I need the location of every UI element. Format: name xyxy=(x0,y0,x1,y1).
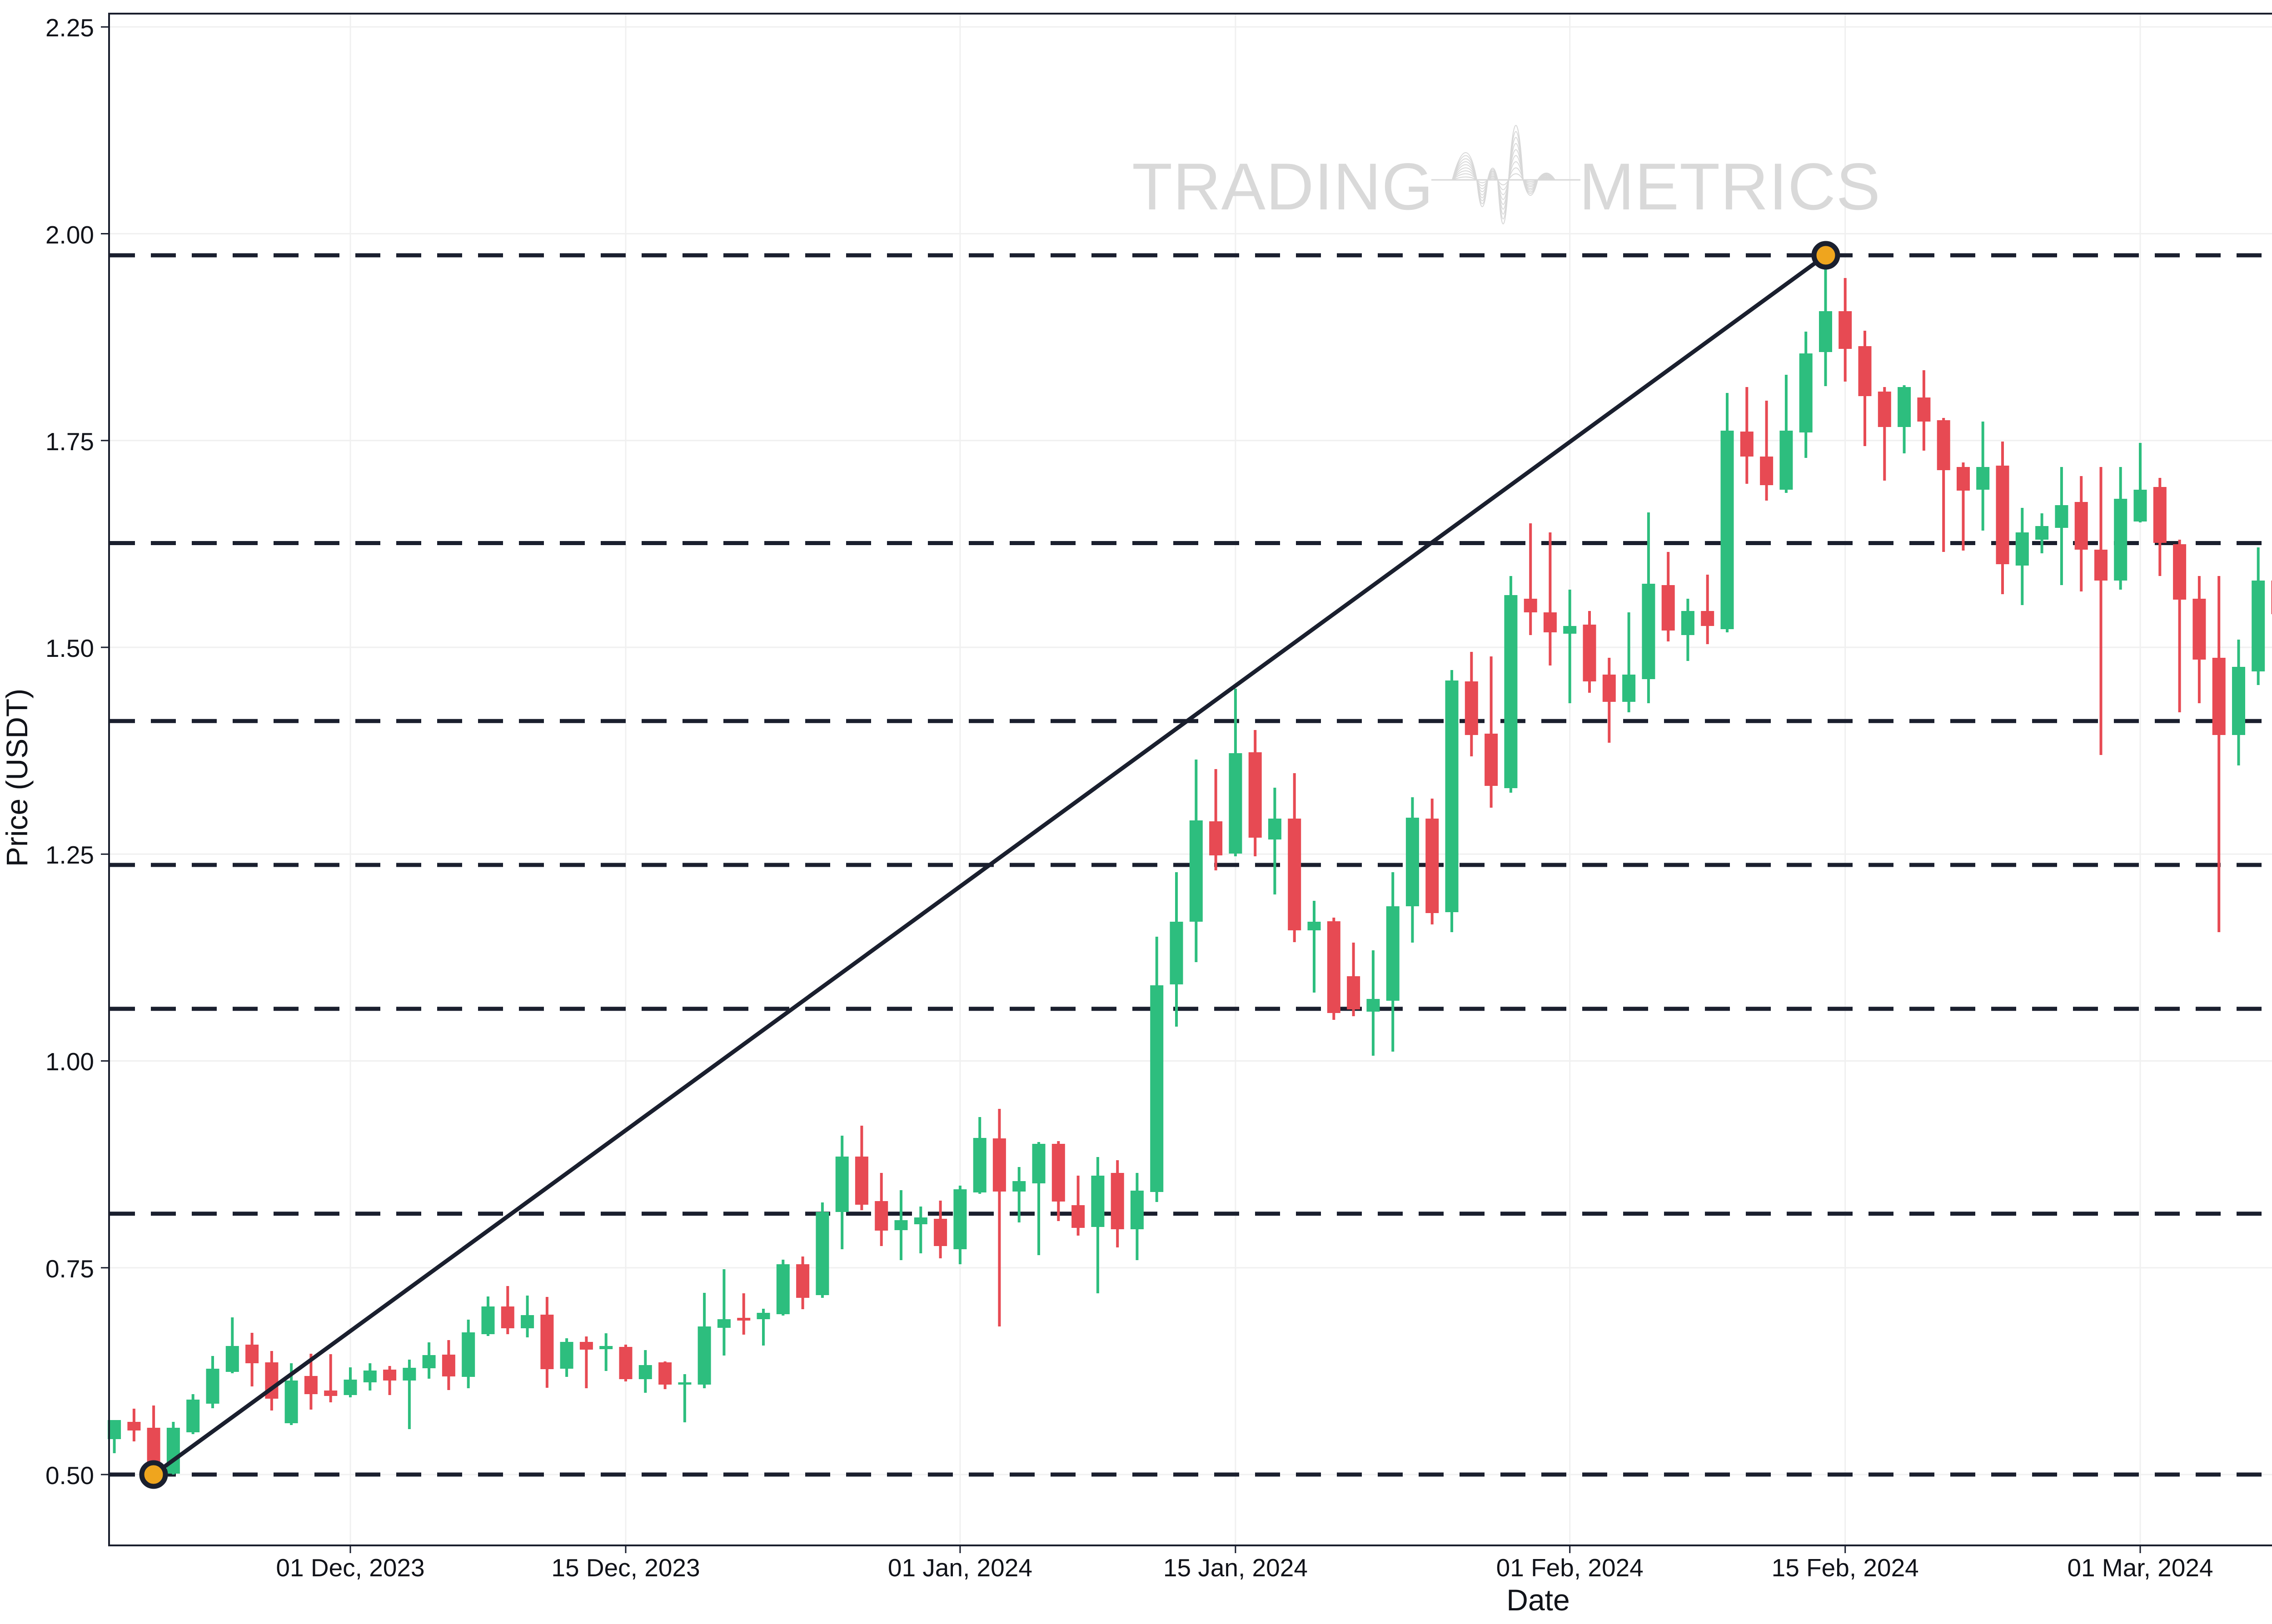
svg-text:TRADING: TRADING xyxy=(1132,149,1434,223)
svg-text:1.75: 1.75 xyxy=(45,427,94,456)
svg-text:Date: Date xyxy=(1506,1583,1569,1617)
svg-text:01 Mar, 2024: 01 Mar, 2024 xyxy=(2067,1554,2213,1582)
svg-text:0.75: 0.75 xyxy=(45,1255,94,1283)
svg-text:01 Feb, 2024: 01 Feb, 2024 xyxy=(1496,1554,1644,1582)
svg-text:1.25: 1.25 xyxy=(45,841,94,869)
svg-text:METRICS: METRICS xyxy=(1579,149,1881,223)
svg-text:1.00: 1.00 xyxy=(45,1048,94,1076)
svg-text:01 Dec, 2023: 01 Dec, 2023 xyxy=(276,1554,424,1582)
svg-text:15 Dec, 2023: 15 Dec, 2023 xyxy=(551,1554,700,1582)
svg-text:01 Jan, 2024: 01 Jan, 2024 xyxy=(888,1554,1032,1582)
svg-text:15 Jan, 2024: 15 Jan, 2024 xyxy=(1163,1554,1308,1582)
svg-text:0.50: 0.50 xyxy=(45,1461,94,1490)
svg-text:15 Feb, 2024: 15 Feb, 2024 xyxy=(1772,1554,1919,1582)
svg-text:2.00: 2.00 xyxy=(45,221,94,249)
svg-text:Price (USDT): Price (USDT) xyxy=(0,689,34,867)
svg-text:1.50: 1.50 xyxy=(45,634,94,662)
svg-text:2.25: 2.25 xyxy=(45,14,94,42)
